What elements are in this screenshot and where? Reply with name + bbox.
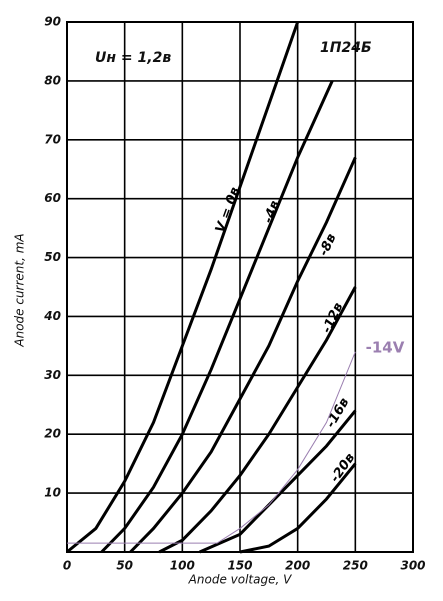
x-tick-label: 300 — [400, 559, 425, 573]
curve-label: -16в — [324, 396, 353, 431]
curve — [100, 80, 334, 554]
y-tick-label: 80 — [44, 73, 61, 87]
curve-label: V = 0в — [213, 185, 243, 235]
y-tick-label: 40 — [43, 309, 61, 323]
y-axis-title: Anode current, mA — [13, 233, 27, 347]
x-axis-title: Anode voltage, V — [188, 573, 292, 587]
curve — [158, 286, 357, 554]
x-tick-label: 50 — [116, 559, 133, 573]
curve — [67, 351, 356, 544]
y-tick-label: 50 — [44, 250, 61, 264]
x-tick-label: 0 — [63, 559, 71, 573]
heater-note: Uн = 1,2в — [95, 50, 171, 66]
x-tick-label: 200 — [285, 559, 310, 573]
x-tick-label: 150 — [227, 559, 252, 573]
curve — [66, 21, 300, 554]
curve-label: -4в — [261, 199, 283, 225]
curve-label: -12в — [320, 300, 347, 335]
tube-note: 1П24Б — [320, 40, 372, 56]
y-tick-label: 90 — [44, 15, 61, 29]
y-tick-label: 10 — [44, 486, 61, 500]
y-tick-label: 70 — [44, 132, 61, 146]
curve-label: -14V — [366, 339, 405, 357]
curve — [129, 156, 357, 554]
x-tick-label: 100 — [170, 559, 195, 573]
y-tick-label: 60 — [44, 191, 61, 205]
x-tick-label: 250 — [343, 559, 368, 573]
curve — [199, 409, 357, 554]
y-tick-label: 30 — [44, 368, 61, 382]
y-tick-label: 20 — [44, 427, 61, 441]
curve — [239, 462, 357, 554]
